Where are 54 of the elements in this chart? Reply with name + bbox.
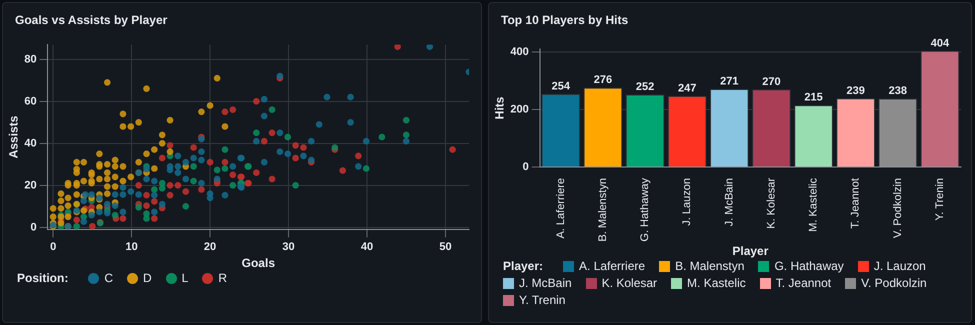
x-tick-label: 10 [125,241,138,254]
data-label: 238 [888,85,907,98]
legend-title: Position: [17,271,68,285]
legend-label: C [104,271,113,285]
legend-label: B. Malenstyn [675,259,744,273]
legend-label: K. Kolesar [602,276,658,290]
data-label: 271 [720,76,738,88]
x-tick-label: 0 [50,241,56,254]
x-tick-label: J. Lauzon [681,178,694,226]
x-axis-title: Goals [242,256,276,270]
x-tick-label: 50 [439,241,452,254]
data-label: 254 [552,80,571,92]
chart-title: Goals vs Assists by Player [14,12,168,29]
x-tick-label: V. Podkolzin [892,178,904,238]
x-tick-label: B. Malenstyn [596,178,609,242]
legend-label: V. Podkolzin [861,276,927,290]
data-label: 276 [594,74,612,86]
legend-label: M. Kastelic [687,276,746,290]
data-label: 404 [930,37,950,50]
legend-label: J. Lauzon [874,259,926,273]
data-label: 252 [636,81,654,94]
legend-label: A. Laferriere [579,259,646,273]
legend-label: Y. Trenin [519,293,566,307]
x-tick-label: 30 [282,241,295,254]
legend-label: D [143,271,152,285]
legend-label: L [182,271,188,285]
chart-title: Top 10 Players by Hits [500,12,630,29]
legend-label: R [218,271,228,285]
x-tick-label: G. Hathaway [639,178,652,242]
y-tick-label: 400 [510,46,529,58]
x-tick-label: Y. Trenin [934,178,946,221]
x-tick-label: 20 [204,241,216,254]
legend-label: J. McBain [519,276,572,290]
data-label: 239 [846,84,865,97]
y-tick-label: 60 [24,95,37,108]
x-tick-label: J. McBain [723,178,736,226]
legend-title: Player: [503,259,544,273]
data-label: 215 [804,92,823,104]
y-tick-label: 80 [24,53,37,66]
y-tick-label: 200 [510,103,529,116]
x-tick-label: M. Kastelic [808,178,820,232]
y-tick-label: 40 [24,137,37,150]
legend-label: G. Hathaway [774,259,844,273]
data-label: 270 [762,76,781,88]
x-axis-title: Player [732,244,769,258]
x-tick-label: 40 [360,241,374,254]
x-tick-label: K. Kolesar [765,178,778,229]
x-tick-label: T. Jeannot [850,178,862,229]
y-axis-title: Hits [492,96,507,120]
y-axis-title: Assists [6,115,21,158]
x-tick-label: A. Laferriere [554,178,567,239]
y-tick-label: 0 [522,161,529,174]
data-label: 247 [678,82,696,94]
legend-label: T. Jeannot [776,276,832,290]
